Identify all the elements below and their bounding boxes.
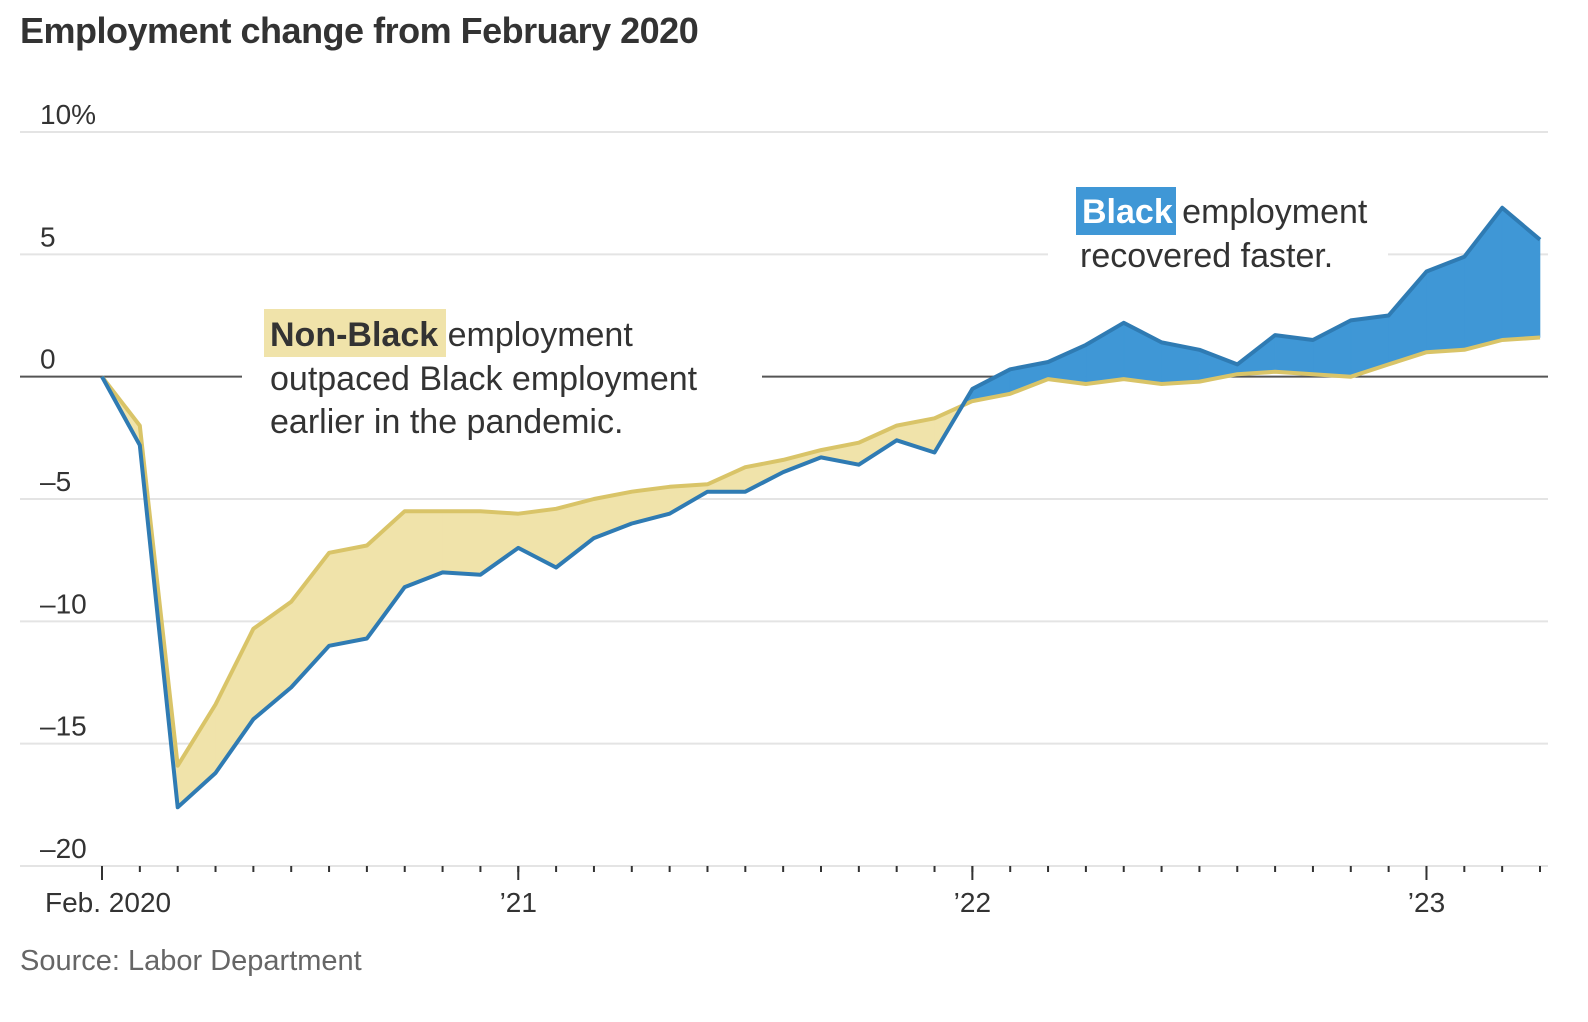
y-tick-label: –5: [40, 466, 71, 497]
area-segment: [480, 510, 519, 576]
x-tick-label: ’23: [1408, 887, 1445, 918]
x-tick-label: ’21: [500, 887, 537, 918]
area-segment: [1388, 270, 1427, 365]
area-segment: [1501, 207, 1541, 341]
non-black-annotation-rest: employment: [438, 316, 633, 354]
black-annotation-line2: recovered faster.: [1080, 237, 1333, 275]
axis-ticks: [101, 866, 1541, 880]
non-black-annotation-line1: Non-Black employment: [270, 316, 633, 354]
y-tick-label: –15: [40, 711, 87, 742]
y-tick-label: –10: [40, 588, 87, 619]
area-fills: [101, 206, 1541, 808]
non-black-label: Non-Black: [270, 316, 438, 354]
annotations: Non-Black employment outpaced Black emplo…: [242, 185, 1388, 448]
series-line-black: [100, 205, 1542, 810]
x-tick-label: Feb. 2020: [45, 887, 171, 918]
series-line-non-black: [100, 335, 1541, 768]
axis-labels: 10% 5 0 –5 –10 –15 –20 Feb. 2020 ’21 ’22 ’23: [40, 99, 1445, 918]
black-annotation-line1: Black employment: [1082, 193, 1368, 231]
black-annotation-rest: employment: [1173, 193, 1368, 231]
source-note: Source: Labor Department: [20, 945, 362, 977]
non-black-annotation-line3: earlier in the pandemic.: [270, 403, 623, 441]
y-tick-label: 5: [40, 221, 56, 252]
y-tick-label: –20: [40, 833, 87, 864]
area-segment: [328, 545, 368, 647]
x-tick-label: ’22: [954, 887, 991, 918]
black-label: Black: [1082, 193, 1173, 231]
area-segment: [442, 510, 481, 576]
area-segment: [215, 628, 254, 774]
non-black-highlight: [264, 309, 446, 357]
black-highlight: [1076, 187, 1176, 235]
series-lines: [100, 205, 1542, 810]
chart-title: Employment change from February 2020: [20, 10, 699, 51]
y-tick-label: 10%: [40, 99, 96, 130]
y-tick-label: 0: [40, 344, 56, 375]
non-black-annotation-line2: outpaced Black employment: [270, 360, 698, 398]
